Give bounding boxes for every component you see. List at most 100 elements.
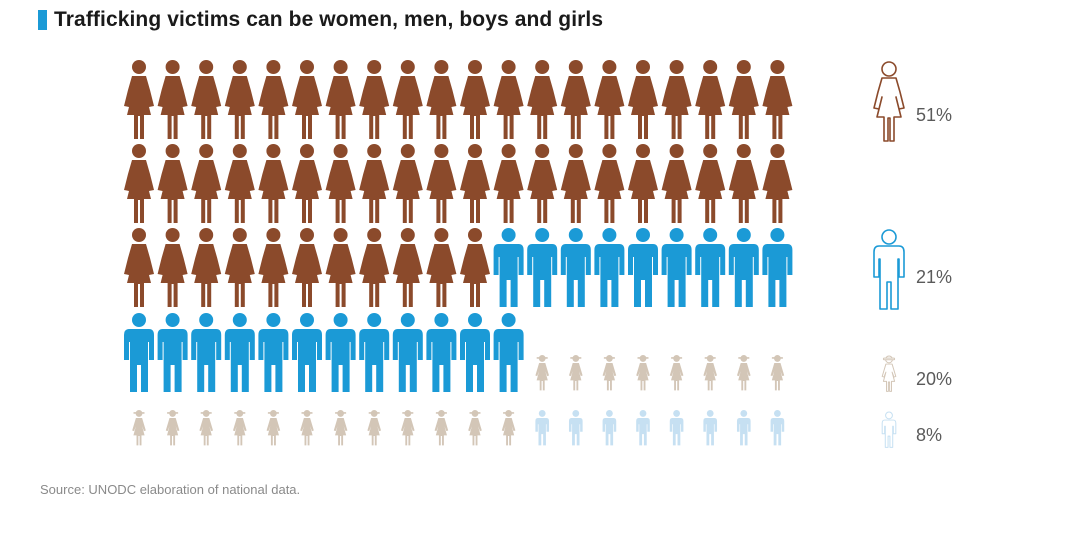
- women-woman-icon: [460, 228, 490, 307]
- girls-girl-icon: [434, 410, 449, 446]
- men-man-icon: [493, 313, 524, 392]
- women-woman-icon: [258, 144, 289, 223]
- women-woman-icon: [292, 228, 322, 307]
- women-woman-icon: [191, 144, 222, 223]
- girls-girl-icon: [400, 410, 415, 446]
- chart-title: Trafficking victims can be women, men, b…: [54, 8, 604, 31]
- men-man-icon: [426, 313, 457, 392]
- women-woman-icon: [493, 60, 524, 139]
- women-woman-icon: [628, 60, 658, 139]
- women-woman-icon: [124, 228, 154, 307]
- women-woman-icon: [661, 144, 692, 223]
- men-man-icon: [460, 313, 490, 392]
- men-man-icon: [594, 228, 625, 307]
- women-woman-icon: [392, 228, 423, 307]
- women-woman-icon: [460, 144, 490, 223]
- girls-girl-icon: [199, 410, 214, 446]
- women-woman-icon: [426, 144, 457, 223]
- women-woman-icon: [695, 60, 726, 139]
- boys-boy-icon: [636, 410, 650, 446]
- women-woman-icon: [426, 60, 457, 139]
- women-woman-icon: [560, 60, 591, 139]
- boys-boy-icon: [669, 410, 684, 446]
- legend-label-girls: 20%: [916, 369, 952, 389]
- legend-woman-icon: [873, 61, 905, 142]
- men-man-icon: [224, 313, 255, 392]
- women-woman-icon: [728, 144, 759, 223]
- women-woman-icon: [157, 228, 188, 307]
- girls-girl-icon: [132, 410, 146, 446]
- women-woman-icon: [325, 60, 356, 139]
- girls-girl-icon: [333, 410, 348, 446]
- women-woman-icon: [325, 228, 356, 307]
- boys-boy-icon: [736, 410, 751, 446]
- men-man-icon: [124, 313, 154, 392]
- men-man-icon: [493, 228, 524, 307]
- legend-label-men: 21%: [916, 267, 952, 287]
- source-note: Source: UNODC elaboration of national da…: [40, 482, 301, 497]
- girls-girl-icon: [636, 355, 650, 391]
- women-woman-icon: [224, 144, 255, 223]
- women-woman-icon: [325, 144, 356, 223]
- men-man-icon: [661, 228, 692, 307]
- women-woman-icon: [594, 60, 625, 139]
- boys-boy-icon: [770, 410, 785, 446]
- boys-boy-icon: [602, 410, 617, 446]
- women-woman-icon: [124, 144, 154, 223]
- women-woman-icon: [292, 60, 322, 139]
- men-man-icon: [392, 313, 423, 392]
- women-woman-icon: [292, 144, 322, 223]
- girls-girl-icon: [602, 355, 617, 391]
- women-woman-icon: [426, 228, 457, 307]
- boys-boy-icon: [535, 410, 550, 446]
- legend-label-women: 51%: [916, 105, 952, 125]
- girls-girl-icon: [535, 355, 550, 391]
- women-woman-icon: [594, 144, 625, 223]
- boys-boy-icon: [703, 410, 718, 446]
- chart-title-group: Trafficking victims can be women, men, b…: [38, 7, 603, 33]
- men-man-icon: [157, 313, 188, 392]
- women-woman-icon: [560, 144, 591, 223]
- women-woman-icon: [728, 60, 759, 139]
- girls-girl-icon: [266, 410, 281, 446]
- women-woman-icon: [258, 60, 289, 139]
- women-woman-icon: [493, 144, 524, 223]
- men-man-icon: [560, 228, 591, 307]
- boys-boy-icon: [568, 410, 583, 446]
- women-woman-icon: [157, 60, 188, 139]
- men-man-icon: [292, 313, 322, 392]
- women-woman-icon: [224, 60, 255, 139]
- legend: 51% 21% 20% 8%: [873, 61, 952, 448]
- legend-label-boys: 8%: [916, 425, 942, 445]
- icon-grid: [124, 60, 793, 446]
- men-man-icon: [695, 228, 726, 307]
- women-woman-icon: [762, 60, 793, 139]
- women-woman-icon: [359, 60, 390, 139]
- girls-girl-icon: [300, 410, 314, 446]
- men-man-icon: [527, 228, 558, 307]
- women-woman-icon: [392, 144, 423, 223]
- women-woman-icon: [224, 228, 255, 307]
- title-accent-bar: [38, 10, 47, 30]
- legend-man-icon: [873, 229, 905, 310]
- women-woman-icon: [661, 60, 692, 139]
- girls-girl-icon: [501, 410, 516, 446]
- legend-girl-icon: [881, 355, 897, 392]
- women-woman-icon: [628, 144, 658, 223]
- men-man-icon: [325, 313, 356, 392]
- men-man-icon: [728, 228, 759, 307]
- women-woman-icon: [392, 60, 423, 139]
- girls-girl-icon: [703, 355, 718, 391]
- girls-girl-icon: [736, 355, 751, 391]
- men-man-icon: [191, 313, 222, 392]
- girls-girl-icon: [165, 410, 180, 446]
- girls-girl-icon: [669, 355, 684, 391]
- legend-boy-icon: [881, 411, 897, 448]
- men-man-icon: [628, 228, 658, 307]
- girls-girl-icon: [367, 410, 382, 446]
- women-woman-icon: [124, 60, 154, 139]
- women-woman-icon: [258, 228, 289, 307]
- women-woman-icon: [359, 228, 390, 307]
- girls-girl-icon: [770, 355, 785, 391]
- women-woman-icon: [460, 60, 490, 139]
